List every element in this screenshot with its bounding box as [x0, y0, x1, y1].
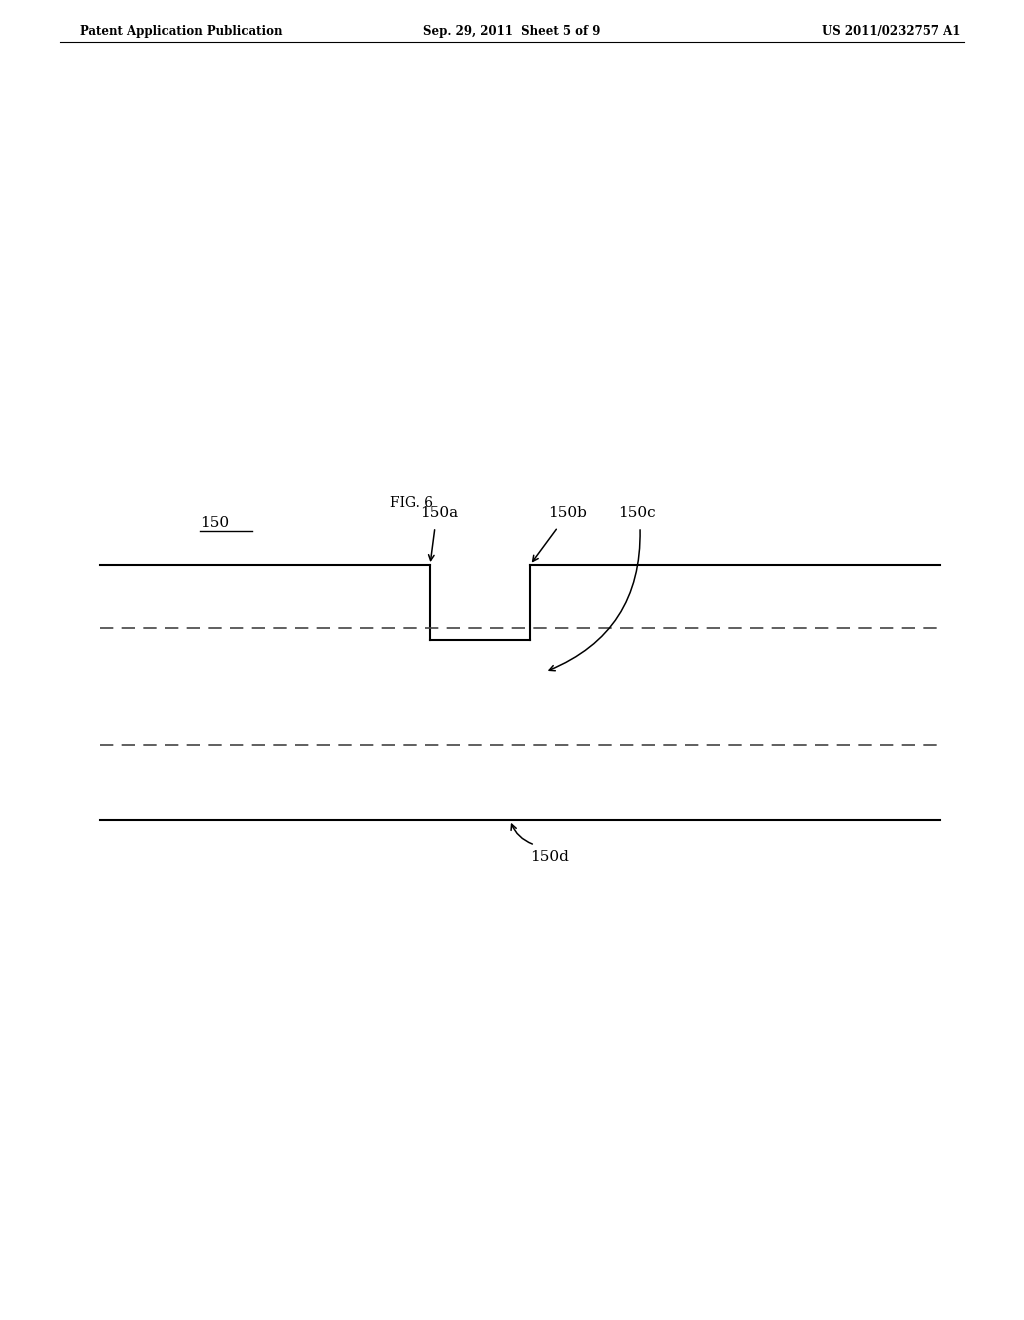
Text: 150d: 150d	[530, 850, 569, 865]
Text: Sep. 29, 2011  Sheet 5 of 9: Sep. 29, 2011 Sheet 5 of 9	[423, 25, 601, 38]
Text: 150a: 150a	[420, 506, 458, 520]
Text: FIG. 6: FIG. 6	[390, 496, 433, 510]
Text: 150c: 150c	[618, 506, 655, 520]
Text: 150: 150	[200, 516, 229, 531]
Text: 150b: 150b	[548, 506, 587, 520]
Text: Patent Application Publication: Patent Application Publication	[80, 25, 283, 38]
Text: US 2011/0232757 A1: US 2011/0232757 A1	[821, 25, 961, 38]
